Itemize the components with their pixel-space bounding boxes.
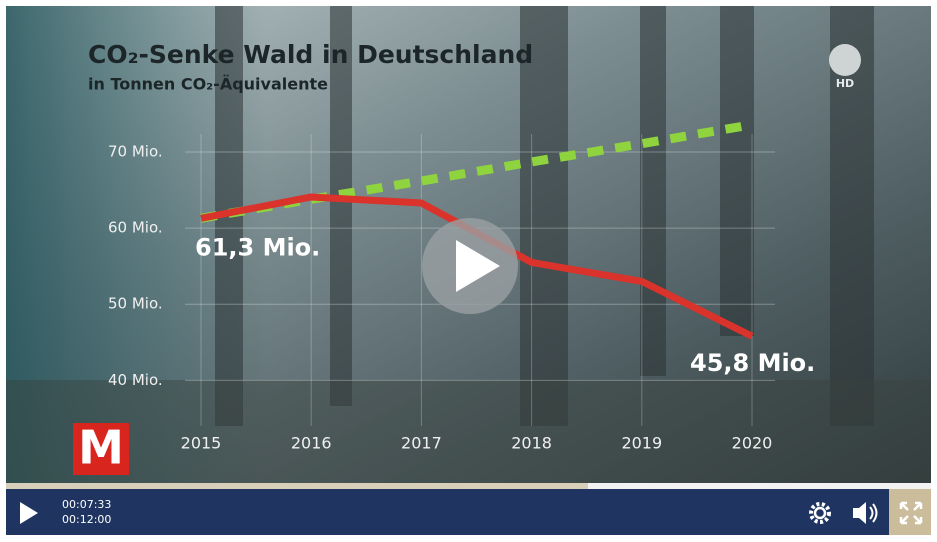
y-tick-label: 50 Mio. <box>108 295 163 313</box>
x-tick-label: 2019 <box>621 434 662 453</box>
fullscreen-icon <box>899 501 923 525</box>
volume-button[interactable] <box>853 502 878 524</box>
brand-logo <box>73 423 129 475</box>
chart-subtitle: in Tonnen CO₂-Äquivalente <box>88 75 328 94</box>
x-tick-label: 2015 <box>181 434 222 453</box>
forest-floor <box>6 380 931 488</box>
tree-trunks <box>215 6 874 426</box>
x-tick-label: 2018 <box>511 434 552 453</box>
y-tick-label: 40 Mio. <box>108 371 163 389</box>
data-label: 45,8 Mio. <box>690 349 815 377</box>
brand-logo-text: M <box>78 421 124 475</box>
channel-logo <box>829 44 861 76</box>
settings-button[interactable] <box>809 502 831 524</box>
play-overlay-icon[interactable] <box>456 240 500 292</box>
fullscreen-button[interactable] <box>889 489 931 535</box>
play-button[interactable] <box>20 502 38 524</box>
control-bar <box>6 489 931 535</box>
x-tick-label: 2017 <box>401 434 442 453</box>
x-tick-label: 2016 <box>291 434 332 453</box>
progress-played <box>6 483 588 489</box>
y-tick-label: 60 Mio. <box>108 219 163 237</box>
data-label: 61,3 Mio. <box>195 233 320 261</box>
chart-title: CO₂-Senke Wald in Deutschland <box>88 40 533 69</box>
channel-logo-text: HD <box>836 77 854 90</box>
x-tick-label: 2020 <box>732 434 773 453</box>
current-time: 00:07:33 <box>62 498 111 511</box>
duration: 00:12:00 <box>62 513 111 526</box>
y-tick-label: 70 Mio. <box>108 143 163 161</box>
